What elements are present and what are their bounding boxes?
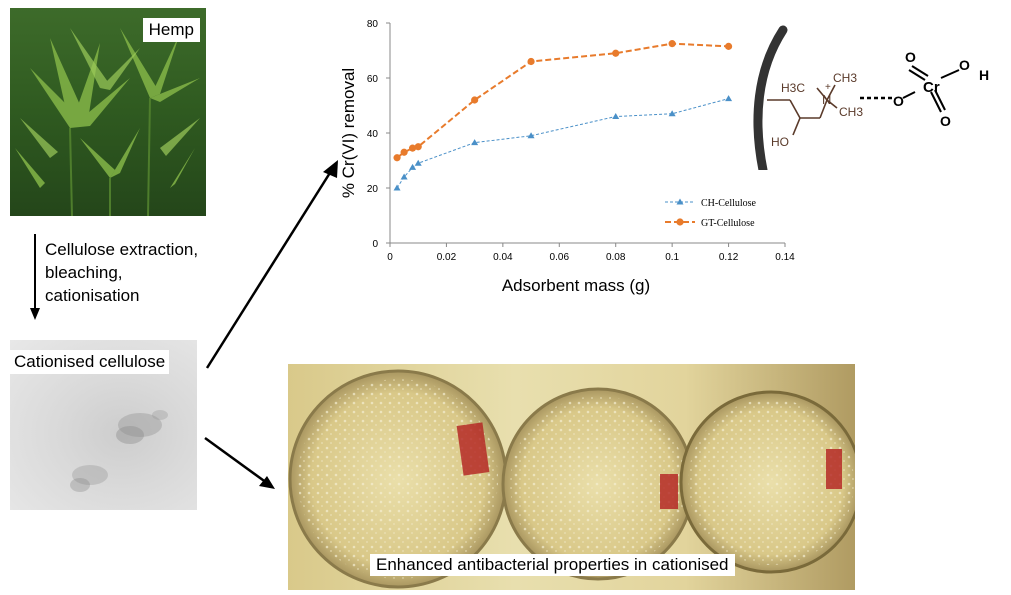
- petri-dish-2: [503, 389, 693, 579]
- petri-dish-3: [681, 392, 855, 572]
- data-point-ch: [394, 185, 401, 191]
- data-point-gt: [471, 96, 478, 103]
- process-step-1: Cellulose extraction,: [45, 238, 198, 261]
- arrow-to-chart: [207, 168, 333, 368]
- data-point-ch: [612, 113, 619, 119]
- y-tick-label: 80: [367, 19, 379, 30]
- process-arrow: [25, 232, 45, 324]
- arrow-to-petri: [205, 438, 267, 483]
- x-tick-label: 0.1: [665, 252, 679, 263]
- data-point-gt: [415, 143, 422, 150]
- x-tick-label: 0.08: [606, 252, 626, 263]
- hemp-photo: Hemp: [10, 8, 206, 216]
- antibacterial-caption: Enhanced antibacterial properties in cat…: [370, 554, 735, 576]
- y-tick-label: 0: [372, 239, 378, 250]
- x-tick-label: 0.06: [550, 252, 570, 263]
- data-point-ch: [409, 164, 416, 170]
- o-top-label: O: [905, 49, 916, 65]
- data-point-ch: [725, 95, 732, 101]
- n-label: N: [822, 92, 831, 107]
- ho-label: HO: [771, 135, 789, 149]
- x-tick-label: 0.02: [437, 252, 457, 263]
- x-tick-label: 0.12: [719, 252, 739, 263]
- series-line-1: [397, 99, 729, 188]
- o-right-label: O: [959, 57, 970, 73]
- o-bottom-label: O: [940, 113, 951, 129]
- chart-ylabel: % Cr(VI) removal: [339, 68, 358, 198]
- h-label: H: [979, 67, 989, 83]
- data-point-gt: [527, 58, 534, 65]
- x-tick-label: 0: [387, 252, 393, 263]
- cr-removal-chart: 0 0.02 0.04 0.06 0.08 0.1 0.12 0.14 0 20 40 60 80 CH…: [330, 5, 810, 305]
- process-step-2: bleaching,: [45, 261, 198, 284]
- hemp-label: Hemp: [143, 18, 200, 42]
- petri-dish-photo: Enhanced antibacterial properties in cat…: [288, 364, 855, 590]
- x-tick-label: 0.04: [493, 252, 513, 263]
- chart-axes: [390, 23, 785, 243]
- ch3-top-label: CH3: [833, 71, 857, 85]
- x-tick-label: 0.14: [775, 252, 795, 263]
- data-point-gt: [669, 40, 676, 47]
- process-step-3: cationisation: [45, 284, 198, 307]
- h3c-label: H3C: [781, 81, 805, 95]
- chart-xlabel: Adsorbent mass (g): [502, 276, 650, 295]
- o-left-label: O: [893, 93, 904, 109]
- cr-label: Cr: [923, 79, 940, 96]
- n-plus-label: +: [825, 82, 831, 93]
- cationised-cellulose-label: Cationised cellulose: [10, 350, 169, 374]
- data-point-gt: [725, 43, 732, 50]
- cationised-cellulose-photo: Cationised cellulose: [10, 340, 197, 510]
- process-steps-text: Cellulose extraction, bleaching, cationi…: [45, 238, 198, 307]
- data-point-gt: [393, 154, 400, 161]
- chart-series: [393, 40, 732, 190]
- molecule-diagram: H3C CH3 CH3 N + HO Cr O O O H O: [745, 20, 1011, 170]
- series-line-2: [397, 44, 729, 158]
- chart-legend: CH-Cellulose GT-Cellulose: [665, 198, 757, 229]
- y-tick-label: 40: [367, 129, 379, 140]
- ch3-right-label: CH3: [839, 105, 863, 119]
- legend-marker-gt: [676, 218, 683, 225]
- data-point-gt: [612, 50, 619, 57]
- data-point-gt: [401, 149, 408, 156]
- y-tick-label: 60: [367, 74, 379, 85]
- legend-label-1: CH-Cellulose: [701, 198, 757, 209]
- legend-label-2: GT-Cellulose: [701, 218, 755, 229]
- y-tick-label: 20: [367, 184, 379, 195]
